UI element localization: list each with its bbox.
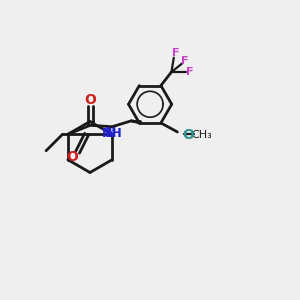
Text: F: F [186, 67, 194, 77]
Text: N: N [105, 126, 116, 140]
Text: F: F [172, 48, 180, 59]
Text: O: O [182, 128, 194, 142]
Text: CH₃: CH₃ [192, 130, 212, 140]
Text: F: F [181, 56, 189, 66]
Text: O: O [66, 150, 78, 164]
Text: O: O [85, 93, 96, 107]
Text: NH: NH [102, 127, 123, 140]
